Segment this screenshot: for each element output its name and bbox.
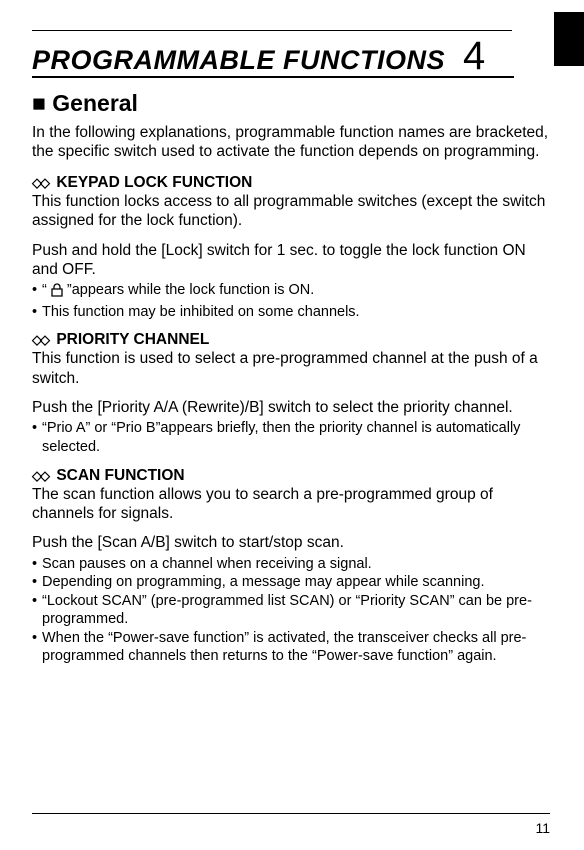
- bullet-dot: •: [32, 573, 42, 592]
- bullet-item: • When the “Power-save function” is acti…: [32, 629, 550, 666]
- bullet-dot: •: [32, 419, 42, 456]
- subheading: ◇◇ PRIORITY CHANNEL: [32, 331, 550, 349]
- subheading: ◇◇ SCAN FUNCTION: [32, 467, 550, 485]
- chapter-header: PROGRAMMABLE FUNCTIONS 4: [32, 36, 550, 76]
- quote-suffix: ”appears while the lock function is ON.: [67, 282, 314, 298]
- bullet-text: “ ”appears while the lock function is ON…: [42, 281, 550, 303]
- body-text: Push the [Priority A/A (Rewrite)/B] swit…: [32, 398, 550, 417]
- page-number: 11: [535, 820, 550, 836]
- bullet-text: When the “Power-save function” is activa…: [42, 629, 550, 666]
- bullet-dot: •: [32, 629, 42, 666]
- rule-under-title: [32, 76, 514, 78]
- bullet-item: • Depending on programming, a message ma…: [32, 573, 550, 592]
- bullet-item: • “ ”appears while the lock function is …: [32, 281, 550, 303]
- body-text: The scan function allows you to search a…: [32, 485, 550, 524]
- section-title-text: General: [52, 90, 138, 116]
- subheading: ◇◇ KEYPAD LOCK FUNCTION: [32, 174, 550, 192]
- diamond-marker: ◇◇: [32, 332, 48, 347]
- subheading-text: KEYPAD LOCK FUNCTION: [56, 174, 252, 191]
- rule-top: [32, 30, 512, 31]
- bullet-item: • “Prio A” or “Prio B”appears briefly, t…: [32, 419, 550, 456]
- bullet-item: • This function may be inhibited on some…: [32, 303, 550, 322]
- subheading-text: PRIORITY CHANNEL: [56, 331, 209, 348]
- quote-prefix: “: [42, 282, 51, 298]
- rule-bottom: [32, 813, 550, 814]
- bullet-dot: •: [32, 303, 42, 322]
- chapter-number: 4: [463, 36, 485, 76]
- body-text: Push and hold the [Lock] switch for 1 se…: [32, 241, 550, 280]
- bullet-text: This function may be inhibited on some c…: [42, 303, 550, 322]
- bullet-dot: •: [32, 281, 42, 303]
- bullet-list: • “Prio A” or “Prio B”appears briefly, t…: [32, 419, 550, 456]
- body-text: Push the [Scan A/B] switch to start/stop…: [32, 533, 550, 552]
- section-title: ■ General: [32, 90, 550, 117]
- subsection-keypad-lock: ◇◇ KEYPAD LOCK FUNCTION This function lo…: [32, 174, 550, 322]
- bullet-text: Scan pauses on a channel when receiving …: [42, 555, 550, 574]
- subsection-priority-channel: ◇◇ PRIORITY CHANNEL This function is use…: [32, 331, 550, 456]
- bullet-text: Depending on programming, a message may …: [42, 573, 550, 592]
- subheading-text: SCAN FUNCTION: [56, 467, 184, 484]
- body-text: This function is used to select a pre-pr…: [32, 349, 550, 388]
- side-tab: [554, 12, 584, 66]
- bullet-list: • “ ”appears while the lock function is …: [32, 281, 550, 321]
- lock-icon: [51, 283, 63, 303]
- diamond-marker: ◇◇: [32, 468, 48, 483]
- bullet-list: • Scan pauses on a channel when receivin…: [32, 555, 550, 666]
- diamond-marker: ◇◇: [32, 175, 48, 190]
- chapter-title: PROGRAMMABLE FUNCTIONS: [32, 45, 445, 76]
- page: PROGRAMMABLE FUNCTIONS 4 ■ General In th…: [0, 0, 584, 850]
- bullet-text: “Lockout SCAN” (pre-programmed list SCAN…: [42, 592, 550, 629]
- bullet-dot: •: [32, 555, 42, 574]
- bullet-dot: •: [32, 592, 42, 629]
- bullet-item: • “Lockout SCAN” (pre-programmed list SC…: [32, 592, 550, 629]
- body-text: This function locks access to all progra…: [32, 192, 550, 231]
- section-marker: ■: [32, 90, 46, 116]
- bullet-item: • Scan pauses on a channel when receivin…: [32, 555, 550, 574]
- bullet-text: “Prio A” or “Prio B”appears briefly, the…: [42, 419, 550, 456]
- subsection-scan-function: ◇◇ SCAN FUNCTION The scan function allow…: [32, 467, 550, 666]
- intro-paragraph: In the following explanations, programma…: [32, 123, 550, 162]
